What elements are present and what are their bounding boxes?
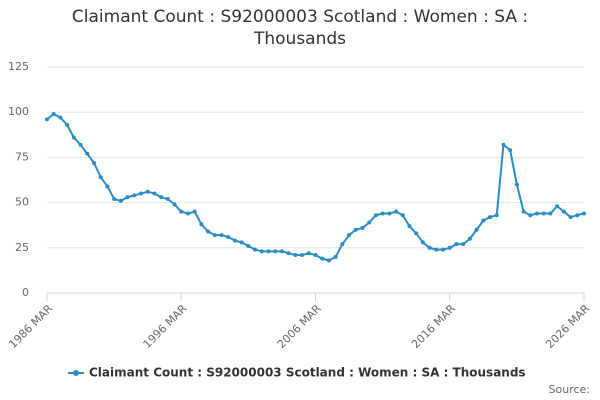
point	[420, 240, 425, 245]
point	[340, 242, 345, 247]
source: Source:	[549, 383, 591, 396]
point	[400, 213, 405, 218]
point	[273, 249, 278, 254]
point	[414, 231, 419, 236]
series-line	[46, 112, 585, 262]
point	[568, 215, 573, 220]
point	[427, 245, 432, 250]
point	[138, 191, 143, 196]
y-tick-label: 100	[8, 105, 29, 118]
point	[306, 251, 311, 256]
point	[226, 234, 231, 239]
point	[78, 142, 83, 147]
point	[118, 198, 123, 203]
point	[179, 209, 184, 214]
point	[454, 242, 459, 247]
point	[441, 247, 446, 252]
point	[488, 215, 493, 220]
point	[521, 209, 526, 214]
legend-marker	[73, 370, 79, 376]
point	[192, 209, 197, 214]
point	[320, 256, 325, 261]
point	[112, 196, 117, 201]
point	[239, 240, 244, 245]
point	[279, 249, 284, 254]
point	[548, 211, 553, 216]
point	[528, 213, 533, 218]
point	[474, 227, 479, 232]
legend-label: Claimant Count : S92000003 Scotland : Wo…	[89, 366, 526, 380]
point	[582, 211, 586, 216]
point	[105, 184, 110, 189]
point	[266, 249, 271, 254]
point	[145, 189, 150, 194]
point	[407, 224, 412, 229]
point	[394, 209, 399, 214]
point	[380, 211, 385, 216]
point	[508, 148, 513, 153]
y-tick-label: 25	[15, 241, 29, 254]
point	[232, 238, 237, 243]
point	[561, 209, 566, 214]
point	[434, 247, 439, 252]
point	[58, 115, 63, 120]
point	[555, 204, 560, 209]
point	[541, 211, 546, 216]
point	[387, 211, 392, 216]
x-tick-label: 1986 MAR	[6, 302, 55, 351]
x-tick-label: 2016 MAR	[409, 302, 458, 351]
point	[461, 242, 466, 247]
chart-title: Claimant Count : S92000003 Scotland : Wo…	[71, 7, 529, 49]
point	[152, 191, 157, 196]
x-tick-label: 2006 MAR	[275, 302, 324, 351]
point	[313, 253, 318, 258]
point	[65, 122, 70, 127]
point	[185, 211, 190, 216]
point	[360, 225, 365, 230]
point	[501, 142, 506, 147]
point	[132, 193, 137, 198]
x-tick-label: 2026 MAR	[543, 302, 592, 351]
point	[447, 245, 452, 250]
point	[494, 213, 499, 218]
point	[91, 160, 96, 165]
point	[535, 211, 540, 216]
point	[45, 117, 49, 122]
point	[71, 135, 76, 140]
point	[259, 249, 264, 254]
y-tick-label: 125	[8, 60, 29, 73]
y-tick-label: 0	[22, 286, 29, 299]
point	[481, 218, 486, 223]
point	[353, 227, 358, 232]
point	[206, 229, 211, 234]
point	[125, 195, 130, 200]
point	[367, 220, 372, 225]
point	[172, 202, 177, 207]
y-tick-label: 75	[15, 150, 29, 163]
point	[219, 233, 224, 238]
y-tick-label: 50	[15, 196, 29, 209]
point	[51, 112, 56, 117]
point	[165, 196, 170, 201]
point	[326, 258, 331, 263]
point	[159, 195, 164, 200]
x-tick-label: 1996 MAR	[141, 302, 190, 351]
point	[286, 251, 291, 256]
point	[212, 233, 217, 238]
point	[253, 247, 258, 252]
point	[347, 233, 352, 238]
point	[333, 254, 338, 259]
point	[98, 175, 103, 180]
point	[85, 151, 90, 156]
point	[246, 243, 251, 248]
point	[199, 222, 204, 227]
point	[300, 253, 305, 258]
point	[293, 253, 298, 258]
point	[467, 236, 472, 241]
point	[514, 182, 519, 187]
point	[373, 213, 378, 218]
point	[575, 213, 580, 218]
